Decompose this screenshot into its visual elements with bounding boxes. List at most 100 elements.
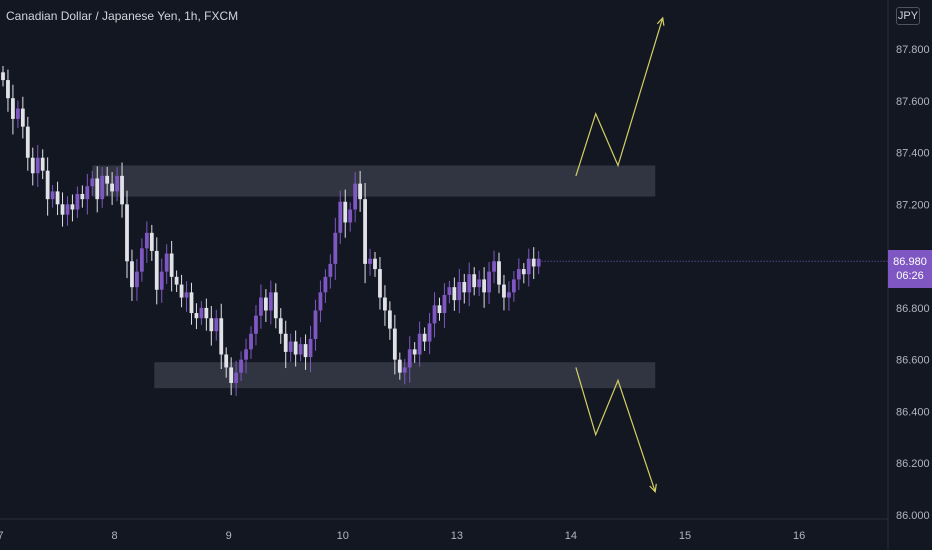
currency-badge[interactable]: JPY bbox=[896, 7, 920, 25]
candles-layer bbox=[1, 65, 541, 396]
candle-body bbox=[45, 170, 50, 200]
candle-body bbox=[447, 287, 452, 295]
candle-body bbox=[110, 183, 115, 192]
candle-body bbox=[338, 201, 343, 233]
candle-body bbox=[239, 359, 243, 373]
candle-body bbox=[378, 269, 382, 298]
candle-body bbox=[482, 279, 487, 293]
candle-body bbox=[531, 258, 536, 267]
candle-body bbox=[174, 276, 179, 285]
candle-body bbox=[40, 157, 45, 171]
candle-body bbox=[442, 294, 447, 314]
candle-body bbox=[11, 98, 15, 119]
candle-body bbox=[194, 313, 199, 319]
candle-body bbox=[402, 367, 407, 373]
candle-body bbox=[273, 292, 278, 319]
candle-body bbox=[303, 344, 308, 358]
time-tick-label: 15 bbox=[679, 530, 691, 542]
price-tick-label: 86.600 bbox=[896, 355, 930, 367]
price-tick-label: 86.800 bbox=[896, 303, 930, 315]
candle-body bbox=[130, 261, 134, 288]
candle-body bbox=[259, 297, 263, 316]
candle-body bbox=[139, 248, 144, 272]
candle-body bbox=[383, 297, 387, 311]
candle-body bbox=[373, 258, 377, 270]
candle-body bbox=[85, 186, 90, 200]
candle-body bbox=[343, 201, 348, 223]
candle-body bbox=[214, 318, 219, 332]
candle-body bbox=[90, 178, 95, 187]
candle-body bbox=[154, 250, 159, 290]
bar-countdown: 06:26 bbox=[896, 270, 924, 282]
drawings-layer bbox=[541, 16, 888, 494]
candle-body bbox=[497, 261, 501, 285]
last-price-value: 86.980 bbox=[893, 256, 927, 268]
candle-body bbox=[412, 349, 417, 355]
time-tick-label: 7 bbox=[0, 530, 4, 542]
candle-body bbox=[224, 354, 229, 368]
candle-body bbox=[30, 157, 35, 174]
time-tick-label: 9 bbox=[226, 530, 232, 542]
candle-body bbox=[437, 305, 442, 314]
candle-body bbox=[348, 209, 353, 223]
price-tick-label: 87.800 bbox=[896, 44, 930, 56]
candle-body bbox=[164, 253, 169, 272]
candle-body bbox=[363, 199, 367, 264]
time-tick-label: 10 bbox=[337, 530, 349, 542]
price-tick-label: 87.200 bbox=[896, 199, 930, 211]
candle-body bbox=[263, 297, 268, 311]
candle-body bbox=[144, 232, 149, 249]
candle-body bbox=[244, 349, 248, 360]
candle-body bbox=[125, 204, 129, 262]
time-tick-label: 16 bbox=[793, 530, 805, 542]
candle-body bbox=[521, 269, 526, 275]
candle-body bbox=[487, 271, 491, 293]
candle-body bbox=[293, 341, 298, 355]
candle-body bbox=[15, 108, 20, 119]
candle-body bbox=[204, 307, 209, 319]
candle-body bbox=[472, 274, 477, 288]
time-axis[interactable]: 7 8 9 10 13 14 15 16 bbox=[0, 530, 805, 542]
candle-body bbox=[308, 338, 313, 358]
candle-body bbox=[249, 333, 253, 350]
candle-body bbox=[95, 178, 100, 200]
candle-body bbox=[70, 204, 75, 210]
candle-body bbox=[462, 282, 467, 293]
candle-body bbox=[298, 344, 303, 355]
candle-body bbox=[422, 333, 427, 342]
candle-body bbox=[427, 323, 432, 342]
candle-body bbox=[100, 175, 105, 200]
candle-body bbox=[135, 271, 139, 288]
price-tick-label: 86.400 bbox=[896, 406, 930, 418]
time-tick-label: 8 bbox=[112, 530, 118, 542]
candle-body bbox=[25, 126, 30, 158]
candle-body bbox=[477, 279, 482, 288]
candle-body bbox=[313, 310, 318, 339]
resistance-zone[interactable] bbox=[92, 165, 656, 197]
candle-body bbox=[457, 282, 462, 301]
symbol-title: Canadian Dollar / Japanese Yen, 1h, FXCM bbox=[6, 9, 239, 23]
bearish-projection-arrow[interactable] bbox=[575, 367, 656, 492]
price-tick-label: 86.200 bbox=[896, 458, 930, 470]
candle-body bbox=[169, 253, 174, 277]
bullish-projection-arrow[interactable] bbox=[575, 17, 664, 177]
candle-body bbox=[397, 359, 402, 373]
candle-body bbox=[115, 175, 119, 192]
candle-body bbox=[368, 258, 372, 264]
candle-body bbox=[1, 72, 5, 81]
candle-body bbox=[502, 284, 506, 298]
candle-body bbox=[120, 175, 124, 205]
candle-body bbox=[254, 315, 258, 334]
bearish-projection-arrow-arrowhead bbox=[649, 483, 657, 494]
candle-body bbox=[328, 263, 333, 277]
candle-body bbox=[283, 333, 288, 352]
price-tick-label: 86.000 bbox=[896, 510, 930, 522]
price-tick-label: 87.400 bbox=[896, 148, 930, 160]
candle-body bbox=[353, 183, 358, 210]
candle-body bbox=[60, 204, 65, 215]
last-price-label: 86.980 06:26 bbox=[888, 250, 932, 288]
candle-body bbox=[417, 333, 422, 355]
candle-body bbox=[492, 261, 496, 272]
candle-body bbox=[20, 108, 25, 127]
